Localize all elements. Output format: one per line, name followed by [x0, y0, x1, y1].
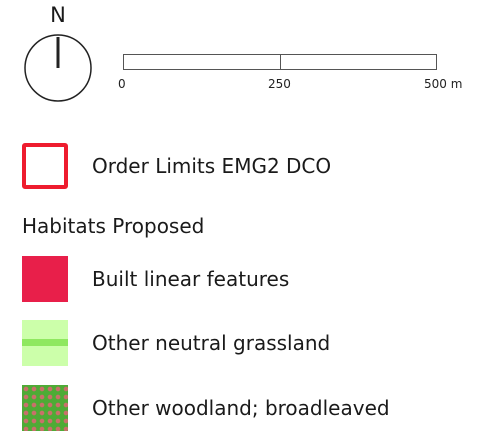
north-label: N [50, 3, 66, 27]
legend-item-broadleaved-woodland: Other woodland; broadleaved [22, 385, 482, 431]
scale-label-250: 250 [268, 77, 291, 91]
legend-item-neutral-grassland: Other neutral grassland [22, 320, 482, 366]
north-arrow-icon [24, 34, 92, 102]
legend-label-order-limits: Order Limits EMG2 DCO [92, 154, 332, 178]
grassland-band [22, 339, 68, 346]
built-linear-swatch-icon [22, 256, 68, 302]
scale-bar-divider [280, 54, 281, 70]
legend-item-built-linear: Built linear features [22, 256, 482, 302]
scale-label-0: 0 [118, 77, 126, 91]
legend-heading-habitats: Habitats Proposed [22, 214, 205, 238]
legend-item-order-limits: Order Limits EMG2 DCO [22, 143, 482, 189]
legend-label-broadleaved-woodland: Other woodland; broadleaved [92, 396, 390, 420]
broadleaved-woodland-swatch-icon [22, 385, 68, 431]
legend-label-neutral-grassland: Other neutral grassland [92, 331, 331, 355]
order-limits-swatch-icon [22, 143, 68, 189]
scale-label-500: 500 m [424, 77, 463, 91]
neutral-grassland-swatch-icon [22, 320, 68, 366]
scale-bar: 0 250 500 m [118, 50, 488, 100]
north-arrow: N [22, 4, 94, 104]
legend-label-built-linear: Built linear features [92, 267, 290, 291]
